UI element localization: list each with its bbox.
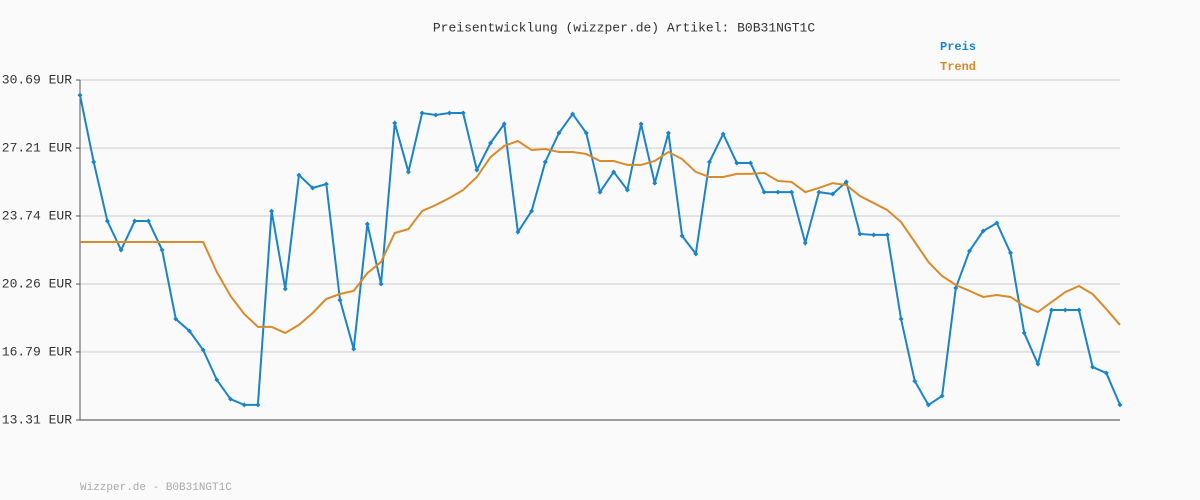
point: [255, 402, 261, 408]
point: [679, 233, 685, 239]
point: [1076, 307, 1082, 313]
chart-title: Preisentwicklung (wizzper.de) Artikel: B…: [433, 20, 815, 35]
point: [296, 172, 302, 178]
y-tick-label: 27.21 EUR: [2, 141, 72, 156]
point: [994, 220, 1000, 226]
point: [118, 247, 124, 253]
point: [542, 159, 548, 165]
point: [802, 240, 808, 246]
point: [474, 167, 480, 173]
point: [200, 347, 206, 353]
point: [898, 316, 904, 322]
point: [501, 121, 507, 127]
point: [419, 110, 425, 116]
point: [392, 120, 398, 126]
point: [966, 248, 972, 254]
point: [310, 185, 316, 191]
point: [748, 160, 754, 166]
point: [980, 228, 986, 234]
point: [734, 160, 740, 166]
point: [1008, 250, 1014, 256]
point: [830, 191, 836, 197]
point: [173, 316, 179, 322]
point: [337, 297, 343, 303]
point: [939, 393, 945, 399]
point: [1021, 330, 1027, 336]
point: [556, 130, 562, 136]
point: [378, 281, 384, 287]
y-tick-label: 30.69 EUR: [2, 72, 72, 87]
point: [652, 180, 658, 186]
point: [515, 229, 521, 235]
point: [638, 121, 644, 127]
point: [775, 189, 781, 195]
point: [953, 285, 959, 291]
point: [816, 189, 822, 195]
point: [228, 396, 234, 402]
legend-label: Trend: [940, 60, 976, 74]
point: [884, 232, 890, 238]
point: [323, 181, 329, 187]
point: [433, 112, 439, 118]
footer: Wizzper.de - B0B31NGT1C: [80, 482, 232, 494]
point: [597, 189, 603, 195]
point: [145, 218, 151, 224]
series-line: [80, 139, 1121, 335]
point: [1103, 370, 1109, 376]
point: [925, 402, 931, 408]
point: [488, 140, 494, 146]
y-tick-label: 23.74 EUR: [2, 208, 72, 223]
point: [1117, 402, 1123, 408]
legend-label: Preis: [940, 40, 976, 54]
point: [706, 159, 712, 165]
point: [720, 131, 726, 137]
point: [570, 111, 576, 117]
point: [186, 328, 192, 334]
point: [857, 231, 863, 237]
point: [1049, 307, 1055, 313]
point: [77, 92, 83, 98]
point: [1035, 361, 1041, 367]
point: [460, 110, 466, 116]
point: [104, 218, 110, 224]
point: [761, 189, 767, 195]
point: [351, 346, 357, 352]
point: [1090, 364, 1096, 370]
point: [269, 208, 275, 214]
point: [693, 251, 699, 257]
point: [282, 286, 288, 292]
point: [789, 189, 795, 195]
point: [446, 110, 452, 116]
point: [91, 159, 97, 165]
point: [214, 377, 220, 383]
point: [624, 187, 630, 193]
point: [665, 130, 671, 136]
y-tick-label: 16.79 EUR: [2, 344, 72, 359]
y-tick-label: 20.26 EUR: [2, 276, 72, 291]
point: [871, 232, 877, 238]
point: [405, 169, 411, 175]
point: [611, 169, 617, 175]
point: [1062, 307, 1068, 313]
point: [912, 378, 918, 384]
point: [529, 208, 535, 214]
point: [364, 221, 370, 227]
y-tick-label: 13.31 EUR: [2, 412, 72, 427]
point: [843, 179, 849, 185]
point: [583, 130, 589, 136]
point: [241, 402, 247, 408]
point: [132, 218, 138, 224]
point: [159, 247, 165, 253]
